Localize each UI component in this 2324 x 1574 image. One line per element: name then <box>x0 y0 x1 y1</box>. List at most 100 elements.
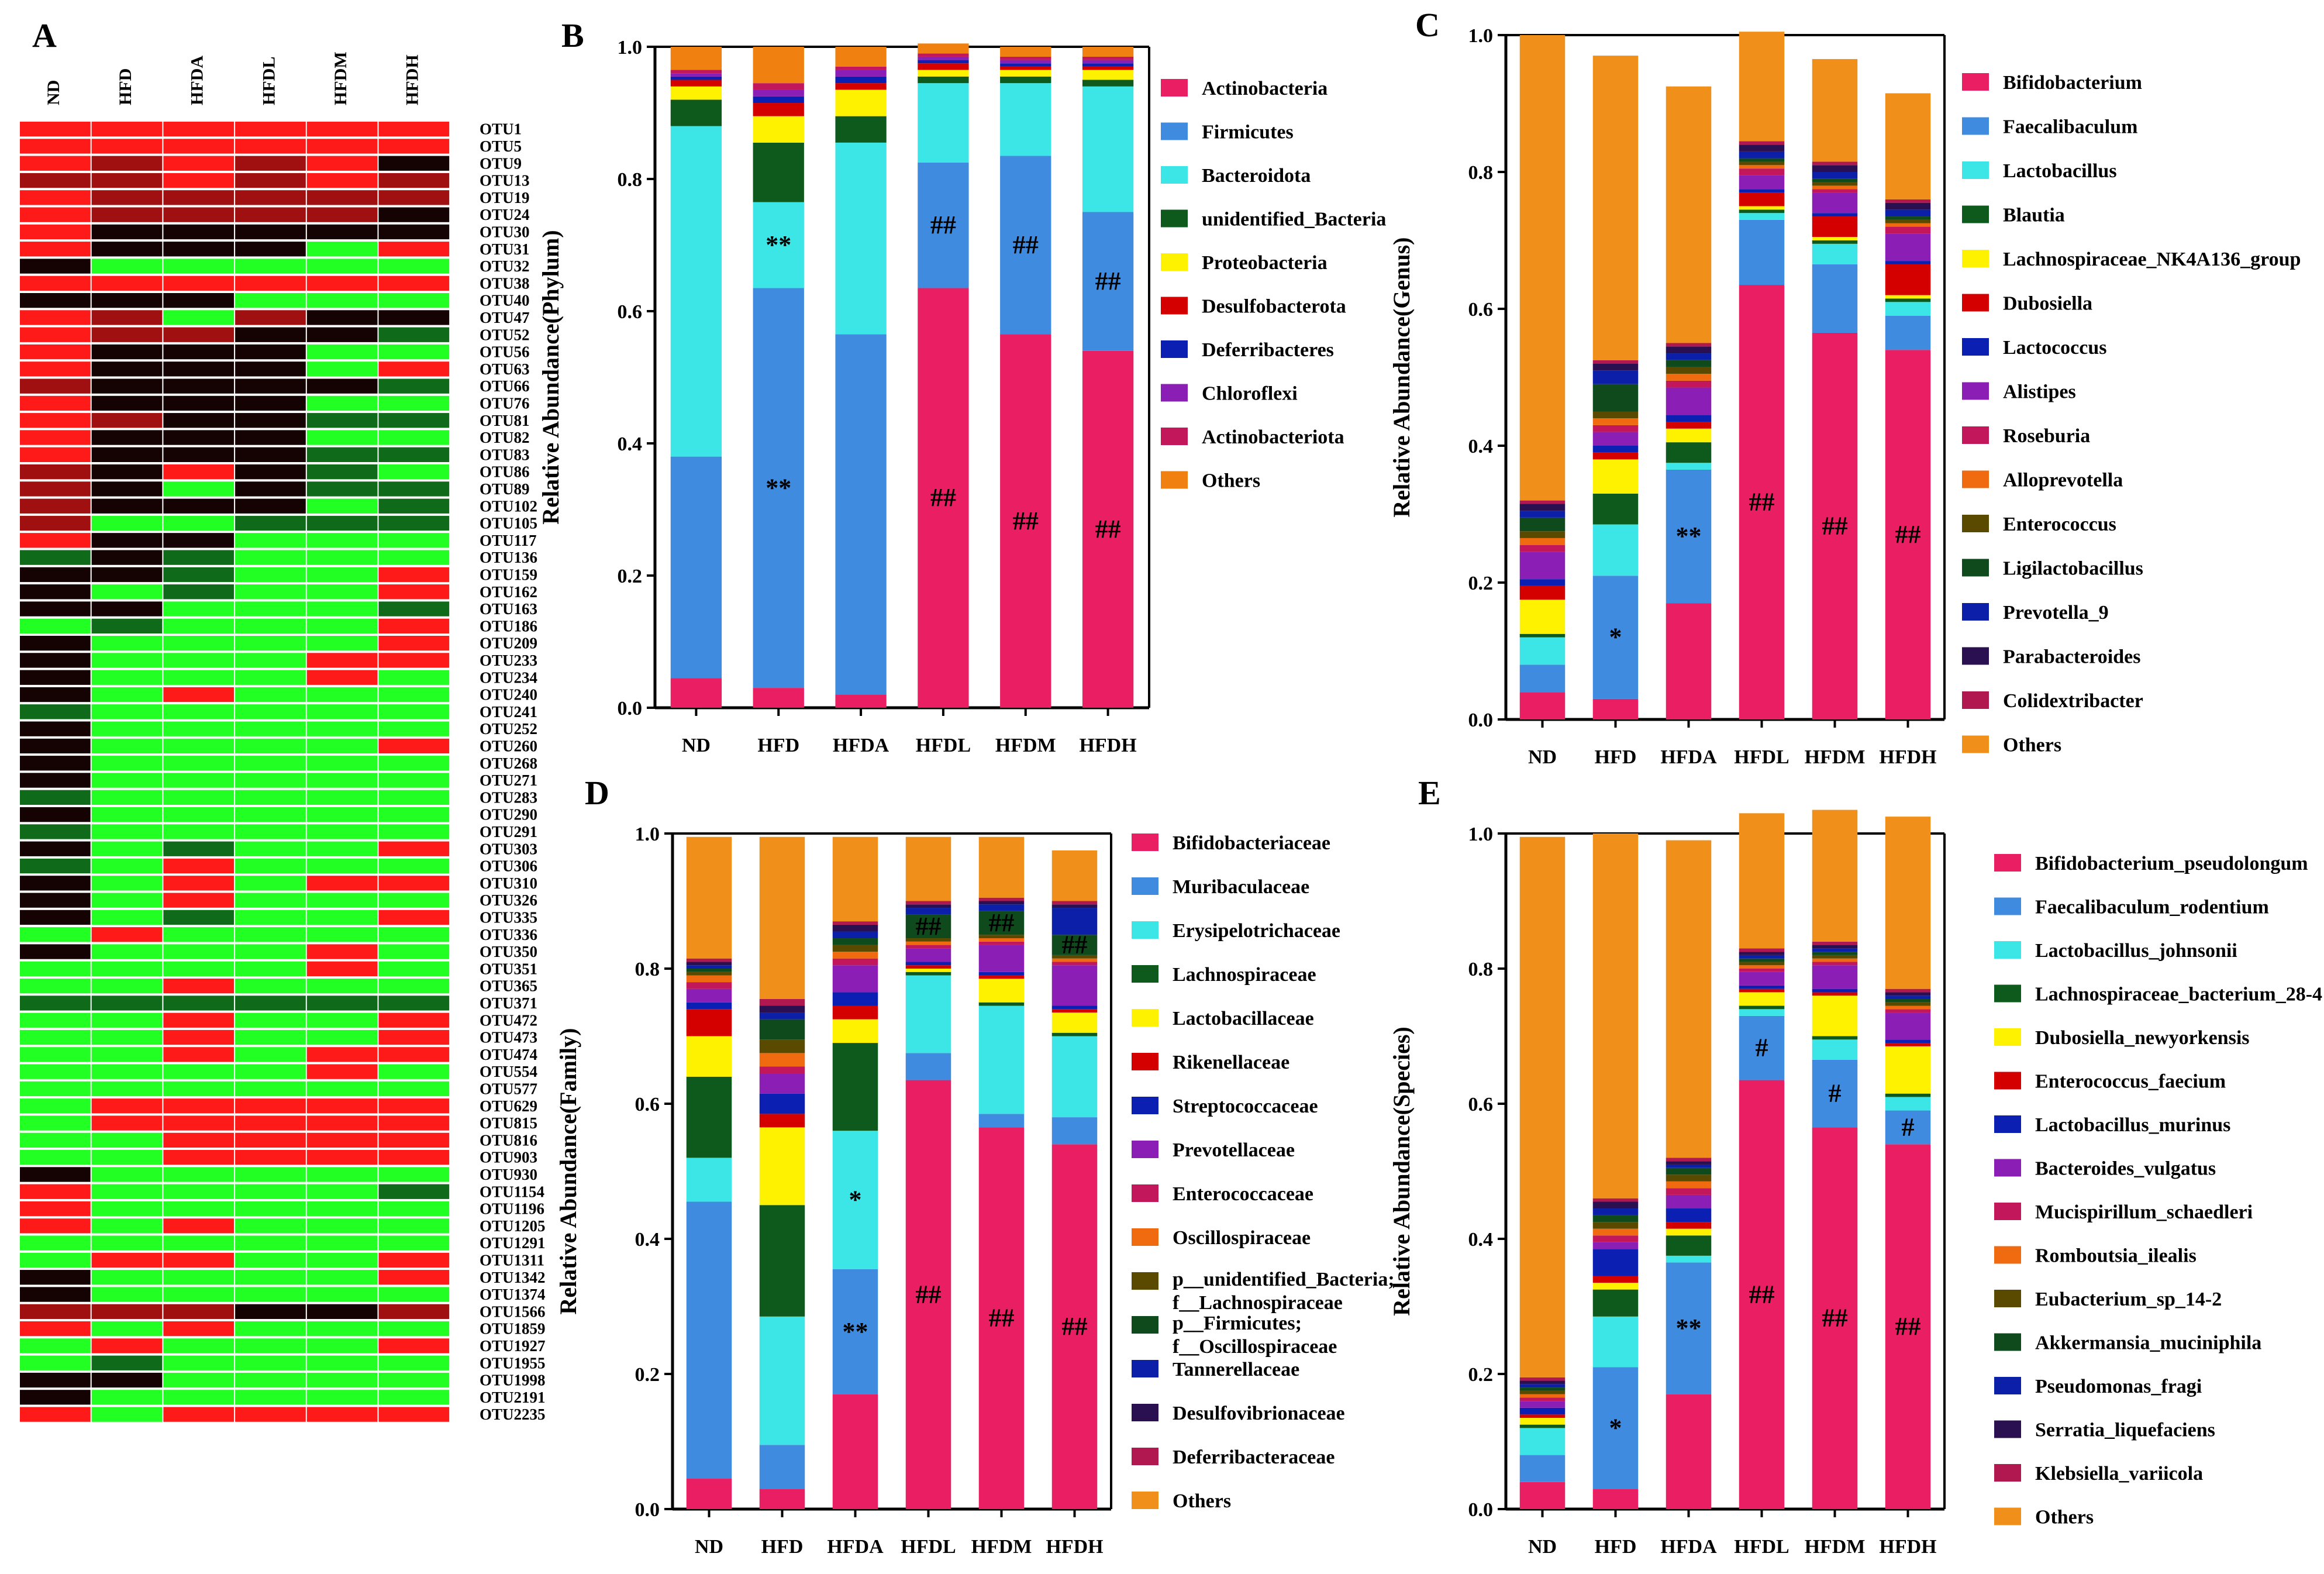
heatmap-cell <box>91 738 163 754</box>
legend-label: Blautia <box>2003 205 2065 226</box>
legend-swatch <box>1994 1507 2021 1525</box>
heatmap-row-label: OTU472 <box>480 1011 537 1029</box>
bar-segment <box>1666 1255 1712 1263</box>
bar-segment <box>686 969 732 972</box>
bar-segment <box>978 945 1025 972</box>
bar-segment <box>1519 1384 1566 1388</box>
heatmap-cell <box>20 1372 91 1388</box>
bar-segment <box>1592 363 1639 371</box>
heatmap-cell <box>306 224 378 240</box>
heatmap-cell <box>306 841 378 856</box>
heatmap-cell <box>235 1201 306 1217</box>
bar-segment <box>1666 428 1712 443</box>
legend-label: f__Lachnospiraceae <box>1173 1292 1343 1314</box>
x-tick-label: HFDM <box>1805 1536 1866 1558</box>
bar-segment <box>1666 360 1712 367</box>
bar-segment <box>832 945 878 952</box>
heatmap-cell <box>235 824 306 839</box>
bar-segment <box>1739 209 1785 213</box>
heatmap-cell <box>20 961 91 976</box>
heatmap-cell <box>91 498 163 514</box>
heatmap-cell <box>20 567 91 583</box>
heatmap-cell <box>306 584 378 600</box>
heatmap-cell <box>378 1081 450 1097</box>
bar-segment <box>1592 698 1639 719</box>
heatmap-cell <box>235 670 306 685</box>
heatmap-cell <box>91 1132 163 1148</box>
heatmap-cell <box>235 173 306 188</box>
heatmap-cell <box>20 601 91 616</box>
stacked-bar-panel-e: 0.0 0.2 0.4 0.6 0.8 1.0 Relative Abundance(Spe… <box>1388 810 2322 1558</box>
legend-swatch <box>1161 253 1188 271</box>
bar-segment <box>978 979 1025 1003</box>
significance-annotation: ## <box>930 211 956 239</box>
significance-annotation: ** <box>1676 1314 1702 1342</box>
heatmap-cell <box>163 1047 235 1062</box>
heatmap-cell <box>378 944 450 959</box>
legend-label: Rikenellaceae <box>1173 1052 1289 1073</box>
heatmap-cell <box>91 704 163 719</box>
heatmap-row-label: OTU371 <box>480 994 537 1012</box>
heatmap-row-label: OTU240 <box>480 686 537 704</box>
heatmap-cell <box>306 653 378 668</box>
bar-segment <box>1519 517 1566 532</box>
heatmap-cell <box>235 413 306 428</box>
bar-segment <box>1000 56 1051 60</box>
significance-annotation: ## <box>1062 1312 1088 1341</box>
bar-segment <box>1812 948 1858 952</box>
heatmap-cell <box>163 790 235 805</box>
heatmap-column-label: HFDA <box>188 56 207 105</box>
significance-annotation: ## <box>1749 488 1775 516</box>
heatmap-cell <box>20 259 91 274</box>
legend-label: Lachnospiraceae_NK4A136_group <box>2003 249 2301 270</box>
heatmap-cell <box>235 653 306 668</box>
bar-segment <box>1000 66 1051 70</box>
heatmap-cell <box>91 996 163 1011</box>
bar-segment <box>1739 952 1785 955</box>
bar-segment <box>670 678 722 708</box>
bar-segment <box>1739 813 1785 949</box>
heatmap-cell <box>378 413 450 428</box>
heatmap-cell <box>235 979 306 994</box>
heatmap-cell <box>163 1390 235 1405</box>
heatmap-cell <box>163 858 235 874</box>
heatmap-cell <box>91 944 163 959</box>
heatmap-cell <box>378 1407 450 1422</box>
heatmap-row-label: OTU47 <box>480 309 530 326</box>
legend-label: Others <box>1173 1490 1231 1512</box>
heatmap-cell <box>91 601 163 616</box>
bar-segment <box>1592 1235 1639 1242</box>
bar-segment <box>1592 524 1639 576</box>
bar-segment <box>1812 332 1858 719</box>
heatmap-cell <box>20 1355 91 1370</box>
bar-segment <box>753 288 804 688</box>
y-tick-label: 0.8 <box>1468 959 1494 980</box>
heatmap-cell <box>163 395 235 411</box>
bar-segment <box>832 1269 878 1394</box>
bar-segment <box>978 972 1025 976</box>
legend-swatch <box>1962 470 1989 488</box>
heatmap-cell <box>163 1012 235 1028</box>
bar-segment <box>1812 240 1858 244</box>
heatmap-cell <box>163 464 235 480</box>
bar-segment <box>1812 996 1858 1036</box>
y-tick-label: 0.0 <box>618 698 643 719</box>
heatmap-cell <box>91 653 163 668</box>
legend-swatch <box>1161 428 1188 445</box>
legend-swatch <box>1994 1159 2021 1177</box>
heatmap-cell <box>235 1184 306 1199</box>
bar-segment <box>753 83 804 90</box>
bar-segment <box>835 694 887 708</box>
heatmap-cell <box>163 756 235 771</box>
heatmap-cell <box>378 1064 450 1079</box>
legend-swatch <box>1994 854 2021 872</box>
bar-segment <box>978 1127 1025 1509</box>
panel-label-b: B <box>561 16 584 54</box>
bar-segment <box>832 958 878 966</box>
legend-swatch <box>1132 834 1158 851</box>
x-tick-label: HFDA <box>833 735 889 756</box>
heatmap-cell <box>306 601 378 616</box>
legend-label: Bifidobacterium <box>2003 72 2142 94</box>
heatmap-cell <box>306 327 378 342</box>
